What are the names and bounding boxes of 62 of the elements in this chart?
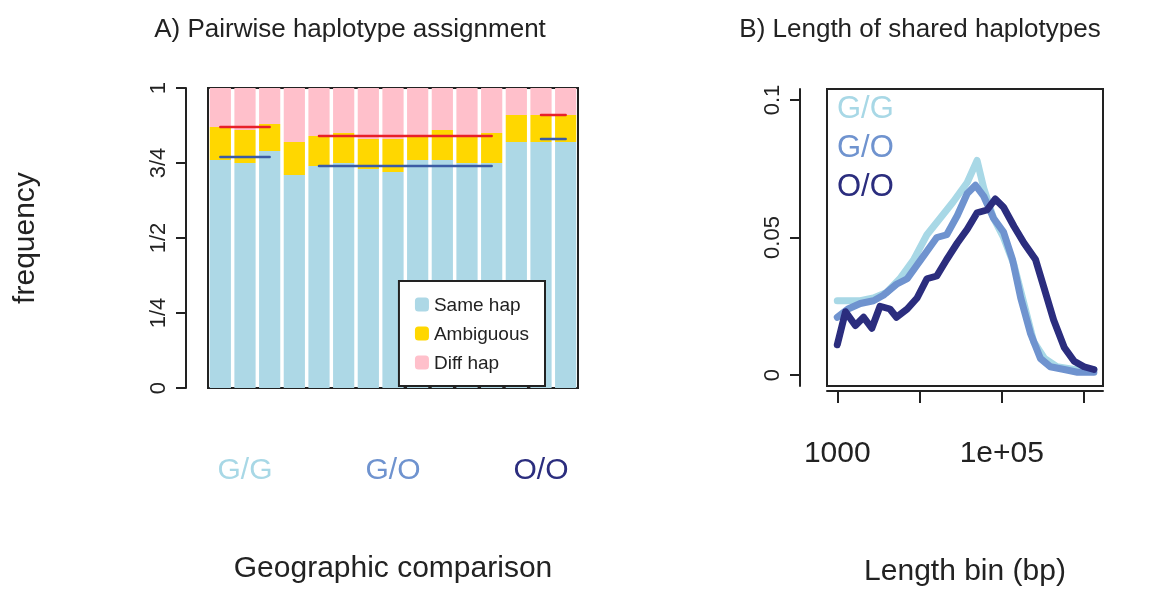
bar xyxy=(259,88,281,124)
bar xyxy=(456,88,478,136)
bar xyxy=(481,88,503,133)
y-tick-label: 0 xyxy=(758,368,784,382)
x-tick-label: 1000 xyxy=(803,434,871,468)
bar xyxy=(382,88,404,139)
chart-title: B) Length of shared haplotypes xyxy=(739,13,1101,43)
text: G/O xyxy=(837,129,894,164)
bar xyxy=(357,169,379,388)
bar xyxy=(431,130,453,160)
bar xyxy=(407,136,429,160)
bar xyxy=(333,163,355,388)
x-tick-label: G/G xyxy=(217,451,273,485)
bar xyxy=(234,163,256,388)
bar xyxy=(283,88,305,142)
bar xyxy=(431,88,453,130)
bar xyxy=(530,115,552,142)
y-tick-label: 1 xyxy=(144,81,170,95)
bar xyxy=(555,115,577,142)
y-axis-title: frequency xyxy=(6,172,40,304)
text: O/O xyxy=(837,168,894,203)
bar xyxy=(530,88,552,115)
bar xyxy=(209,88,231,127)
x-tick-label: 1e+05 xyxy=(959,434,1044,468)
bar xyxy=(407,88,429,136)
bar xyxy=(505,88,527,115)
legend-label: Same hap xyxy=(433,294,521,315)
y-tick-label: 0.05 xyxy=(758,216,784,259)
x-axis-title: Geographic comparison xyxy=(233,549,553,583)
y-tick-label: 0 xyxy=(144,381,170,395)
y-tick-label: 1/2 xyxy=(144,222,170,254)
bar xyxy=(505,115,527,142)
bar xyxy=(481,133,503,163)
bar xyxy=(259,124,281,151)
legend-label: Diff hap xyxy=(433,352,500,373)
bar xyxy=(234,130,256,163)
bar xyxy=(209,160,231,388)
x-tick-label: G/O xyxy=(365,451,421,485)
bar xyxy=(555,88,577,115)
bar xyxy=(234,88,256,130)
y-tick-label: 3/4 xyxy=(144,147,170,179)
bar xyxy=(357,88,379,139)
bar xyxy=(308,88,330,136)
bar xyxy=(333,88,355,133)
bar xyxy=(555,142,577,388)
bar xyxy=(333,133,355,163)
legend-label: Ambiguous xyxy=(433,323,530,344)
bar xyxy=(209,127,231,160)
bar xyxy=(456,136,478,163)
chart-title: A) Pairwise haplotype assignment xyxy=(154,13,547,43)
x-tick-label: O/O xyxy=(513,451,569,485)
bar xyxy=(308,136,330,166)
y-tick-label: 1/4 xyxy=(144,297,170,329)
bar xyxy=(259,151,281,388)
y-tick-label: 0.1 xyxy=(758,84,784,116)
bar xyxy=(357,139,379,169)
bar xyxy=(382,139,404,172)
bar xyxy=(283,142,305,175)
x-axis-title: Length bin (bp) xyxy=(864,552,1066,586)
text: G/G xyxy=(837,90,894,125)
bar xyxy=(283,175,305,388)
bar xyxy=(308,166,330,388)
